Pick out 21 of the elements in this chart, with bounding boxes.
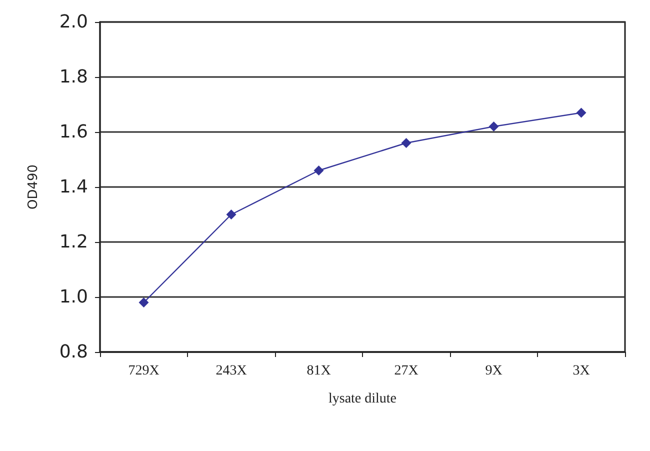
point	[138, 298, 149, 308]
y-tick-label: 2.0	[59, 12, 88, 32]
x-tick-label: 27X	[394, 364, 418, 378]
point	[576, 108, 586, 118]
x-tick-label: 243X	[216, 364, 247, 378]
point	[226, 210, 236, 220]
y-tick-label: 1.8	[59, 66, 88, 88]
y-tick-label: 1.6	[59, 122, 88, 142]
y-tick-label: 1.2	[59, 232, 88, 252]
y-axis-title: OD490	[26, 164, 41, 210]
point	[488, 122, 499, 132]
x-tick-label: 9X	[485, 364, 502, 378]
y-tick-label: 1.0	[59, 286, 88, 308]
y-tick-label: 0.8	[59, 342, 88, 362]
y-tick-label: 1.4	[59, 176, 88, 198]
point	[401, 138, 412, 148]
x-axis-title: lysate dilute	[328, 392, 397, 406]
x-tick-label: 3X	[572, 364, 590, 378]
x-tick-label: 81X	[306, 364, 331, 378]
point	[314, 166, 324, 176]
x-tick-label: 729X	[128, 364, 160, 378]
